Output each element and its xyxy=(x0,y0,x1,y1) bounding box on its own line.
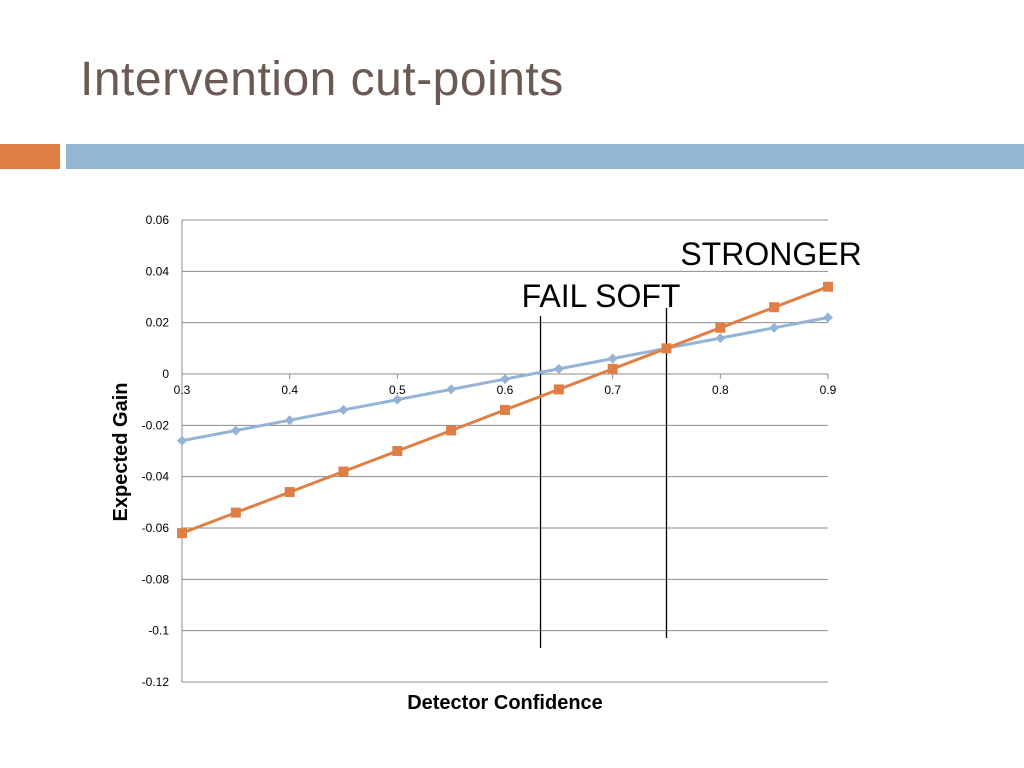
data-point-square xyxy=(284,487,295,498)
data-point-diamond xyxy=(392,394,403,405)
data-point-square xyxy=(230,507,241,518)
data-point-diamond xyxy=(500,374,510,385)
data-point-square xyxy=(715,322,726,333)
data-point-diamond xyxy=(284,415,295,426)
data-point-diamond xyxy=(769,322,780,333)
y-tick-label: 0 xyxy=(162,367,169,381)
data-point-square xyxy=(177,528,187,539)
y-tick-label: 0.02 xyxy=(146,316,170,330)
x-axis-title: Detector Confidence xyxy=(407,692,603,714)
x-tick-label: 0.9 xyxy=(820,383,837,397)
x-tick-label: 0.7 xyxy=(604,383,621,397)
data-point-diamond xyxy=(607,353,618,364)
data-point-square xyxy=(392,446,403,456)
data-point-diamond xyxy=(553,363,564,374)
y-tick-label: 0.06 xyxy=(146,213,170,227)
x-tick-label: 0.8 xyxy=(712,383,729,397)
annotation-label: FAIL SOFT xyxy=(522,278,681,314)
x-tick-label: 0.5 xyxy=(389,383,406,397)
data-point-square xyxy=(769,302,780,313)
x-tick-label: 0.6 xyxy=(497,383,514,397)
data-point-square xyxy=(338,466,349,477)
data-point-square xyxy=(823,281,833,292)
data-point-diamond xyxy=(446,384,457,395)
data-point-diamond xyxy=(823,312,833,323)
data-point-square xyxy=(553,384,564,395)
data-point-diamond xyxy=(230,425,241,436)
data-point-diamond xyxy=(715,333,726,344)
slide-title: Intervention cut-points xyxy=(80,53,564,106)
x-tick-label: 0.3 xyxy=(174,383,191,397)
y-tick-label: -0.08 xyxy=(142,572,170,586)
y-tick-label: -0.12 xyxy=(142,675,170,689)
data-point-square xyxy=(446,425,457,436)
data-point-diamond xyxy=(177,435,187,446)
y-tick-label: -0.02 xyxy=(142,418,170,432)
x-tick-label: 0.4 xyxy=(281,383,298,397)
annotation-label: STRONGER xyxy=(680,236,861,272)
data-point-square xyxy=(500,404,510,415)
accent-bar-orange xyxy=(0,144,60,169)
y-tick-label: -0.1 xyxy=(148,624,169,638)
data-point-square xyxy=(607,363,618,374)
data-point-diamond xyxy=(338,404,349,415)
y-tick-label: -0.06 xyxy=(142,521,170,535)
accent-bar-blue xyxy=(66,144,1024,169)
y-tick-label: 0.04 xyxy=(146,264,170,278)
y-tick-label: -0.04 xyxy=(142,470,170,484)
data-point-square xyxy=(661,343,672,354)
y-axis-title: Expected Gain xyxy=(110,383,132,522)
